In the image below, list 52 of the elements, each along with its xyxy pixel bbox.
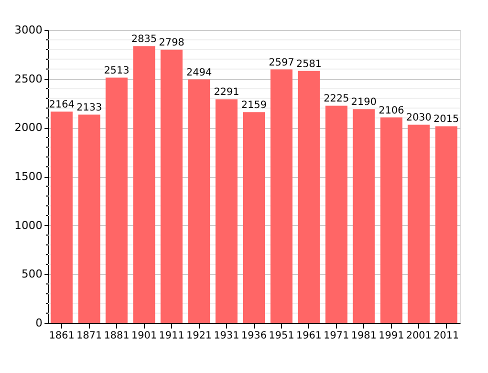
bar [325, 106, 348, 323]
bar [270, 69, 292, 323]
data-label: 2133 [76, 102, 102, 114]
data-label: 2030 [406, 112, 432, 124]
x-tick-label: 1931 [214, 330, 240, 342]
data-label: 2106 [378, 105, 404, 116]
bar [216, 99, 238, 323]
data-label: 2581 [296, 58, 322, 70]
data-label: 2291 [214, 87, 240, 98]
x-tick-label: 2011 [434, 330, 459, 342]
data-label: 2164 [49, 100, 74, 111]
data-label: 2835 [131, 34, 157, 46]
bar [188, 79, 210, 323]
bar [243, 112, 265, 323]
x-tick-label: 1921 [186, 330, 212, 342]
data-label: 2494 [186, 67, 212, 78]
data-label: 2513 [104, 66, 130, 77]
data-label: 2015 [434, 114, 459, 126]
data-label: 2190 [351, 97, 377, 108]
bar [78, 114, 100, 323]
y-tick-label: 2500 [14, 72, 42, 86]
bar [50, 112, 73, 323]
y-tick-label: 500 [22, 268, 42, 281]
x-tick-label: 1901 [131, 330, 157, 342]
bar [380, 117, 402, 323]
y-tick-label: 3000 [14, 24, 42, 36]
x-tick-label: 1981 [351, 330, 377, 342]
x-tick-label: 1961 [296, 330, 322, 342]
y-tick-label: 1000 [14, 218, 42, 232]
x-tick-label: 1881 [104, 330, 130, 342]
bar [298, 70, 320, 323]
y-tick-label: 0 [36, 316, 42, 330]
x-tick-label: 1911 [158, 330, 184, 342]
x-tick-label: 1991 [378, 330, 404, 342]
x-tick-label: 1971 [324, 330, 350, 342]
data-label: 2798 [158, 38, 184, 49]
y-tick-label: 2000 [14, 121, 42, 134]
bar [352, 109, 375, 323]
bar [160, 50, 183, 323]
data-label: 2159 [241, 100, 267, 112]
x-tick-label: 2001 [406, 330, 432, 342]
data-label: 2225 [324, 94, 350, 105]
x-tick-label: 1951 [268, 330, 294, 342]
data-label: 2597 [268, 57, 294, 68]
bar [133, 46, 156, 323]
x-tick-label: 1871 [76, 330, 102, 342]
x-tick-label: 1936 [241, 330, 267, 342]
bar [435, 126, 458, 323]
bar [408, 124, 430, 323]
bar [106, 78, 128, 323]
x-tick-label: 1861 [49, 330, 74, 342]
y-tick-label: 1500 [14, 170, 42, 183]
